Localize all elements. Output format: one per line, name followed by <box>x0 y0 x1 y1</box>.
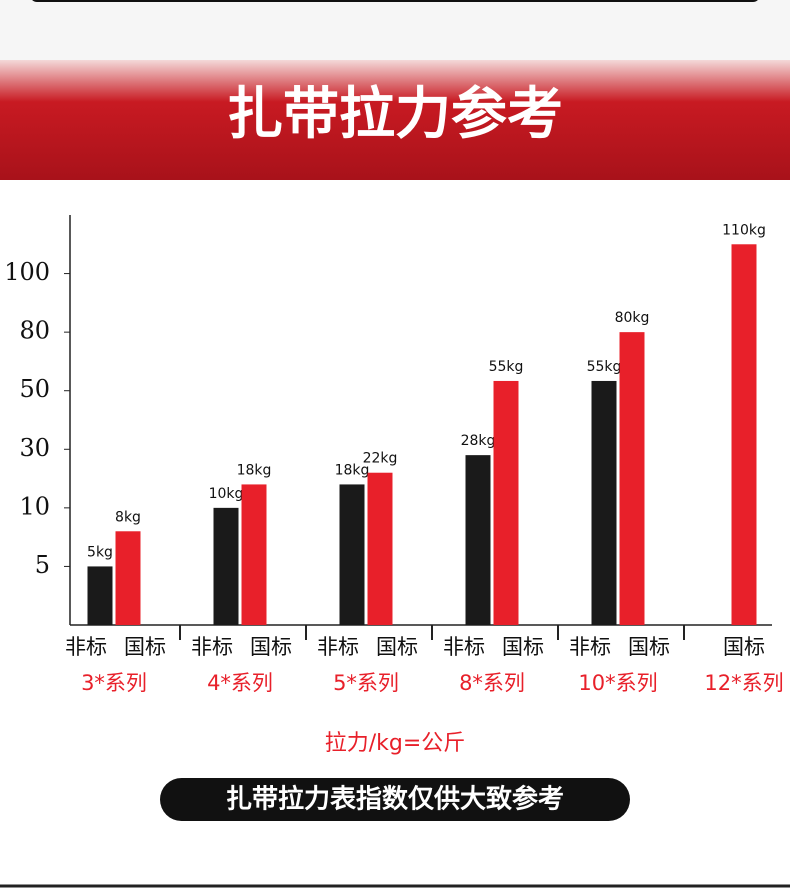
series-label: 国标 <box>502 635 544 659</box>
top-strip <box>0 0 790 60</box>
series-label: 非标 <box>317 635 359 659</box>
y-tick-label: 100 <box>4 258 50 286</box>
series-label: 国标 <box>376 635 418 659</box>
y-tick-label: 5 <box>35 551 50 579</box>
header-band <box>0 60 790 180</box>
bar <box>115 531 141 625</box>
footer: 扎带拉力表指数仅供大致参考 <box>226 784 564 815</box>
bar <box>465 455 491 625</box>
series-label: 国标 <box>124 635 166 659</box>
category-label: 3*系列 <box>81 671 147 695</box>
bar <box>87 566 113 625</box>
bar <box>213 507 239 625</box>
y-tick-label: 30 <box>19 434 50 462</box>
value-label: 18kg <box>335 462 370 478</box>
y-tick-label: 50 <box>19 375 50 403</box>
value-label: 80kg <box>615 310 650 326</box>
category-label: 4*系列 <box>207 671 273 695</box>
bar <box>339 484 365 625</box>
top-bar <box>32 0 758 2</box>
footer-pill <box>160 778 630 821</box>
category-label: 12*系列 <box>704 671 783 695</box>
bar <box>241 484 267 625</box>
category-label: 10*系列 <box>578 671 657 695</box>
series-label: 非标 <box>443 635 485 659</box>
value-label: 55kg <box>489 359 524 375</box>
category-label: 8*系列 <box>459 671 525 695</box>
value-label: 55kg <box>587 359 622 375</box>
value-label: 8kg <box>115 509 141 525</box>
y-tick-label: 80 <box>19 317 50 345</box>
value-label: 5kg <box>87 544 113 560</box>
plot: 5 10 30 50 80 100 3*系列 5kg 非标 8kg 国标 4*系列 10kg 非标 18kg… <box>4 222 783 695</box>
bar <box>619 332 645 625</box>
series-label: 非标 <box>65 635 107 659</box>
value-label: 10kg <box>209 486 244 502</box>
bar <box>493 380 519 625</box>
series-label: 非标 <box>191 635 233 659</box>
series-label: 国标 <box>250 635 292 659</box>
series-label: 国标 <box>628 635 670 659</box>
y-tick-label: 10 <box>19 492 50 520</box>
value-label: 18kg <box>237 462 272 478</box>
bar <box>731 244 757 626</box>
value-label: 22kg <box>363 451 398 467</box>
value-label: 110kg <box>722 222 766 238</box>
bar <box>591 380 617 625</box>
value-label: 28kg <box>461 433 496 449</box>
series-label: 国标 <box>723 635 765 659</box>
series-label: 非标 <box>569 635 611 659</box>
chart-title: 扎带拉力参考 <box>227 82 563 147</box>
category-label: 5*系列 <box>333 671 399 695</box>
note: 拉力/kg=公斤 <box>325 731 466 756</box>
bar <box>367 472 393 625</box>
